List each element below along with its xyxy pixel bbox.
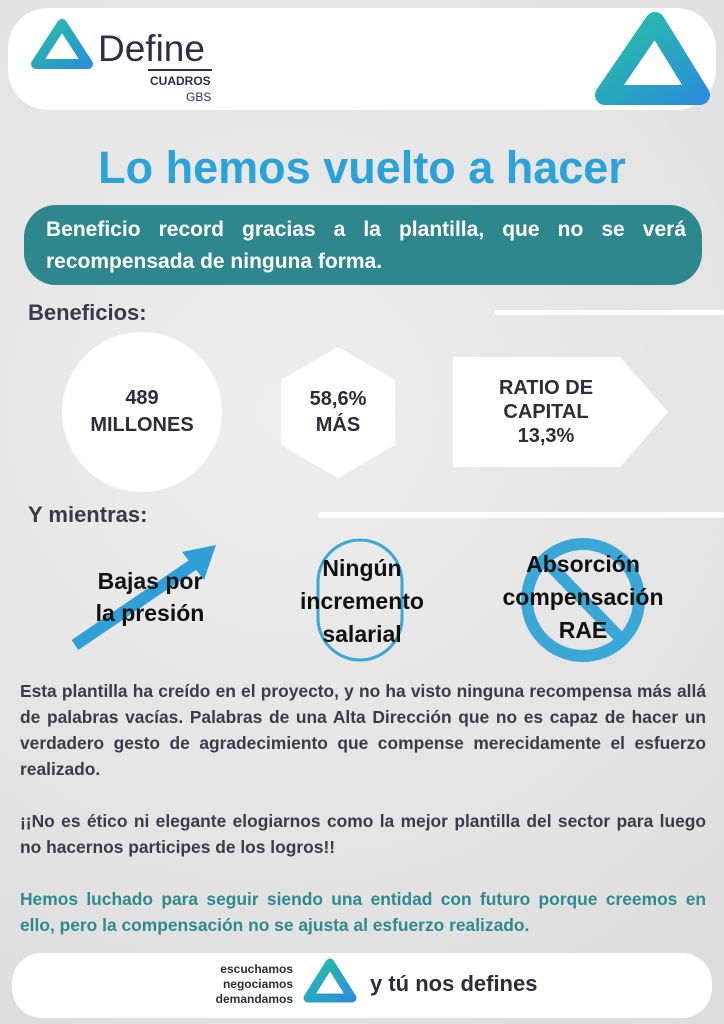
logo-line: GBS [186,90,212,104]
logo-name: Define [98,28,205,69]
stat-circle [62,332,222,492]
item: Bajas por la presión [96,565,205,629]
footer-box [12,953,712,1018]
banner: Beneficio record gracias a la plantilla,… [46,218,686,273]
item: Absorción compensación RAE [502,548,663,647]
corner-icon [595,12,710,105]
text-line: demandamos [215,992,293,1006]
zero-icon [316,538,404,662]
text-line: salarial [322,621,402,647]
slogan: y tú nos defines [370,971,538,996]
text-line: MÁS [315,414,361,436]
text-line: Bajas por [97,568,203,594]
text-line: incremento [300,588,424,614]
text-line: compensación [502,584,664,610]
item: Ningún incremento salarial [300,552,424,651]
stat-arrow [453,357,668,467]
banner-box [24,205,702,285]
stat: 489 MILLONES [90,385,193,439]
no-icon-bar [540,555,627,645]
logo-line: CUADROS [150,74,211,88]
text-line: negociamos [222,977,293,991]
no-icon [521,538,645,662]
text-line: 489 [125,387,159,409]
divider [495,310,724,315]
section-label: Beneficios: [28,300,147,325]
text-line: RAE [558,617,608,643]
stat: RATIO DE CAPITAL 13,3% [499,376,593,448]
footer-icon [303,958,357,1003]
paragraph: Esta plantilla ha creído en el proyecto,… [20,681,706,779]
text-line: la presión [95,600,205,626]
stat: 58,6% MÁS [310,386,367,438]
text-line: RATIO DE [498,377,594,399]
stat-hexagon [281,347,395,478]
title: Lo hemos vuelto a hacer [98,142,626,193]
arrow-icon [71,555,204,650]
text-line: MILLONES [90,414,194,436]
text-line: CAPITAL [503,401,589,423]
footer-verbs: escuchamos negociamos demandamos [215,962,293,1007]
arrow-head [182,545,216,580]
divider [318,512,724,518]
header-box [8,8,716,110]
text-line: 58,6% [309,388,367,410]
section-label: Y mientras: [28,502,148,527]
logo-icon [31,19,93,69]
paragraph: ¡¡No es ético ni elegante elogiarnos com… [20,811,706,857]
text-line: 13,3% [517,425,575,447]
text-line: Ningún [322,555,402,581]
text-line: Absorción [526,551,640,577]
text-line: escuchamos [220,962,293,976]
paragraph: Hemos luchado para seguir siendo una ent… [20,889,706,935]
